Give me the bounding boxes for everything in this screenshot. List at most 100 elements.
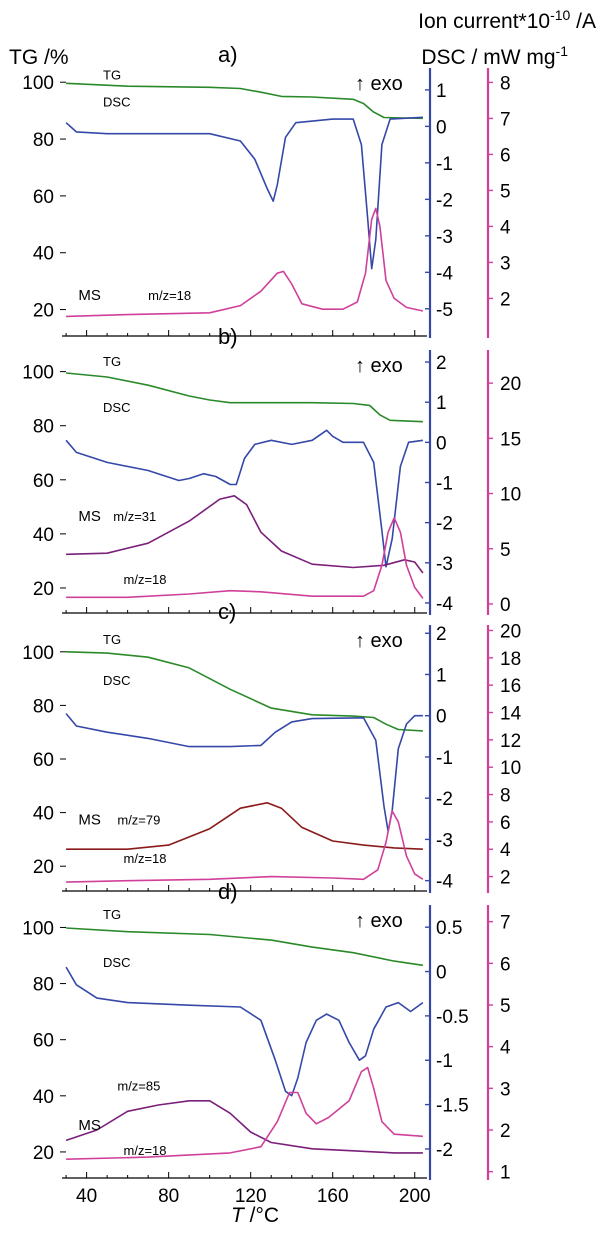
tg-tick-label: 100 [22,363,54,384]
dsc-tick-label: -4 [436,872,453,893]
exo-label: ↑ exo [355,910,403,932]
series-label: m/z=18 [124,851,167,866]
exo-label: ↑ exo [355,73,403,95]
ion-axis-title-main: Ion current*10 [418,10,550,33]
tg-tick-label: 20 [33,857,54,878]
dsc-tick-label: 2 [436,624,447,645]
tg-tick-label: 80 [33,696,54,717]
ion-tick-label: 18 [500,649,521,670]
dsc-tick-label: 1 [436,665,447,686]
x-tick-label: 120 [235,1186,267,1207]
annotation-label: m/z=31 [113,509,156,524]
tg-tick-label: 40 [33,1087,54,1108]
panel-label: b) [218,324,238,349]
series-line-m-z-18 [66,810,424,883]
panel-label: a) [218,42,238,67]
dsc-tick-label: 1 [436,393,447,414]
tg-axis-title: TG /% [9,46,69,69]
dsc-tick-label: -1.5 [436,1096,469,1117]
dsc-axis-title: DSC / mW mg-1 [421,43,568,69]
tg-tick-label: 40 [33,525,54,546]
annotation-label: m/z=85 [117,1078,160,1093]
exo-label: ↑ exo [355,630,403,652]
series-label: DSC [103,400,130,415]
x-tick-label: 200 [399,1186,431,1207]
ion-tick-label: 10 [500,758,521,779]
panel-label: d) [218,879,238,904]
series-line-ms-m-z-79 [66,802,423,850]
tg-tick-label: 60 [33,1031,54,1052]
ion-tick-label: 12 [500,731,521,752]
ion-tick-label: 6 [500,954,511,975]
ion-axis-title-unit: /A [570,10,596,33]
annotation-label: m/z=79 [117,813,160,828]
dsc-tick-label: 2 [436,353,447,374]
series-line-ms-m-z-31 [66,495,424,574]
ion-tick-label: 7 [500,109,511,130]
dsc-tick-label: 0 [436,707,447,728]
ion-tick-label: 10 [500,485,521,506]
tg-tick-label: 100 [22,73,54,94]
ion-tick-label: 6 [500,813,511,834]
x-axis-title-symbol: T [231,1204,246,1227]
dsc-tick-label: -1 [436,154,453,175]
series-line-dsc [65,713,423,832]
series-line-dsc [65,966,424,1097]
dsc-tick-label: -4 [436,263,453,284]
dsc-tick-label: 0 [436,433,447,454]
ion-tick-label: 3 [500,253,511,274]
ion-tick-label: 20 [500,621,521,642]
ion-tick-label: 4 [500,217,511,238]
series-label: DSC [103,94,130,109]
ion-tick-label: 2 [500,1121,511,1142]
ion-tick-label: 0 [500,595,511,616]
dsc-tick-label: -1 [436,474,453,495]
tg-tick-label: 80 [33,130,54,151]
series-line-tg [66,82,423,120]
x-tick-label: 160 [317,1186,349,1207]
ion-tick-label: 7 [500,913,511,934]
tg-tick-label: 60 [33,187,54,208]
x-axis-title-unit: /°C [244,1204,279,1227]
series-line-ms-m-z-85 [65,1100,423,1154]
series-line-m-z-18 [66,1066,423,1160]
panel-label: c) [218,599,236,624]
series-label: TG [103,354,121,369]
tg-tick-label: 40 [33,804,54,825]
dsc-tick-label: -1 [436,748,453,769]
series-line-tg [66,651,423,732]
dsc-tick-label: 0 [436,963,447,984]
series-label: m/z=18 [124,572,167,587]
dsc-tick-label: -3 [436,830,453,851]
series-line-dsc [65,429,424,568]
series-label: TG [103,632,121,647]
ion-tick-label: 6 [500,145,511,166]
dsc-tick-label: 0.5 [436,918,462,939]
ion-tick-label: 16 [500,676,521,697]
x-tick-label: 40 [76,1186,97,1207]
series-label: MS [78,287,101,304]
dsc-axis-title-exponent: -1 [556,43,569,59]
dsc-tick-label: -2 [436,514,453,535]
series-label: m/z=18 [124,1143,167,1158]
ion-tick-label: 3 [500,1079,511,1100]
tg-tick-label: 100 [22,643,54,664]
dsc-tick-label: -2 [436,1140,453,1161]
tg-tick-label: 100 [22,918,54,939]
tg-tick-label: 20 [33,1143,54,1164]
ion-tick-label: 20 [500,374,521,395]
series-line-dsc [65,116,423,270]
dsc-tick-label: -1 [436,1051,453,1072]
dsc-tick-label: -2 [436,789,453,810]
ion-axis-title: Ion current*10-10 /A [418,7,596,33]
series-line-tg [66,927,424,967]
ion-tick-label: 4 [500,840,511,861]
ion-tick-label: 8 [500,73,511,94]
series-label: MS [78,508,101,525]
tg-tick-label: 40 [33,244,54,265]
ion-axis-title-exponent: -10 [550,7,570,23]
dsc-tick-label: -0.5 [436,1007,469,1028]
